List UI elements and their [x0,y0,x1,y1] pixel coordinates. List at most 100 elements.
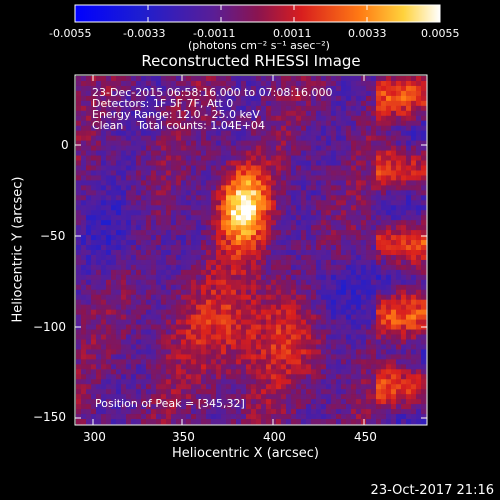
heatmap-cell [81,155,87,161]
heatmap-cell [306,200,312,206]
heatmap-cell [211,105,217,112]
heatmap-cell [331,230,337,236]
heatmap-cell [386,205,392,211]
heatmap-cell [226,344,232,350]
heatmap-cell [221,294,227,301]
heatmap-cell [321,180,327,186]
heatmap-cell [121,304,127,311]
heatmap-cell [326,180,332,186]
heatmap-cell [291,354,297,360]
heatmap-cell [176,354,182,360]
heatmap-cell [241,215,247,221]
heatmap-cell [206,185,212,191]
heatmap-cell [226,294,232,301]
heatmap-cell [261,130,267,137]
heatmap-cell [146,185,152,191]
heatmap-cell [111,399,117,405]
heatmap-cell [276,299,282,306]
heatmap-cell [336,130,342,137]
heatmap-cell [216,304,222,311]
heatmap-cell [126,379,132,385]
heatmap-cell [276,389,282,395]
heatmap-cell [191,304,197,311]
heatmap-cell [271,304,277,311]
heatmap-cell [341,210,347,216]
heatmap-cell [151,414,157,420]
heatmap-cell [331,105,337,112]
heatmap-cell [356,339,362,345]
heatmap-cell [221,90,227,97]
heatmap-cell [226,374,232,380]
heatmap-cell [206,210,212,216]
heatmap-cell [181,414,187,420]
heatmap-cell [106,230,112,236]
heatmap-cell [91,235,97,241]
heatmap-cell [91,259,97,266]
heatmap-cell [391,220,397,226]
heatmap-cell [221,314,227,320]
heatmap-cell [221,284,227,291]
heatmap-cell [391,349,397,355]
heatmap-cell [211,85,217,92]
heatmap-cell [136,170,142,176]
heatmap-cell [361,230,367,236]
heatmap-cell [301,230,307,236]
heatmap-cell [146,190,152,196]
heatmap-cell [361,100,367,107]
heatmap-cell [316,220,322,226]
heatmap-cell [106,299,112,306]
heatmap-cell [266,230,272,236]
heatmap-cell [356,389,362,395]
heatmap-cell [146,254,152,261]
heatmap-cell [306,220,312,226]
heatmap-cell [131,215,137,221]
heatmap-cell [371,339,377,345]
heatmap-cell [81,319,87,325]
heatmap-cell [141,369,147,375]
heatmap-cell [276,170,282,176]
heatmap-cell [166,110,172,117]
heatmap-cell [126,329,132,335]
heatmap-cell [301,115,307,122]
heatmap-cell [416,409,422,415]
heatmap-cell [416,140,422,146]
heatmap-cell [416,180,422,186]
heatmap-cell [176,120,182,127]
heatmap-cell [376,110,382,117]
heatmap-cell [271,120,277,127]
heatmap-cell [391,264,397,271]
heatmap-cell [246,190,252,196]
heatmap-cell [156,349,162,355]
heatmap-cell [276,354,282,360]
heatmap-cell [266,170,272,176]
heatmap-cell [301,85,307,92]
heatmap-cell [391,165,397,171]
heatmap-cell [386,404,392,410]
heatmap-cell [141,115,147,122]
heatmap-cell [271,394,277,400]
heatmap-cell [326,319,332,325]
heatmap-cell [266,220,272,226]
heatmap-cell [251,240,257,246]
heatmap-cell [271,175,277,181]
heatmap-cell [166,399,172,405]
heatmap-cell [346,329,352,335]
heatmap-cell [371,349,377,355]
heatmap-cell [331,110,337,117]
heatmap-cell [96,195,102,201]
heatmap-cell [161,409,167,415]
heatmap-cell [171,274,177,281]
heatmap-cell [221,135,227,142]
heatmap-cell [396,85,402,92]
heatmap-cell [181,399,187,405]
heatmap-cell [96,259,102,266]
heatmap-cell [81,140,87,146]
heatmap-cell [196,165,202,171]
heatmap-cell [146,344,152,350]
heatmap-cell [141,344,147,350]
heatmap-cell [411,175,417,181]
heatmap-cell [316,170,322,176]
heatmap-cell [81,379,87,385]
heatmap-cell [226,409,232,415]
heatmap-cell [251,80,257,87]
